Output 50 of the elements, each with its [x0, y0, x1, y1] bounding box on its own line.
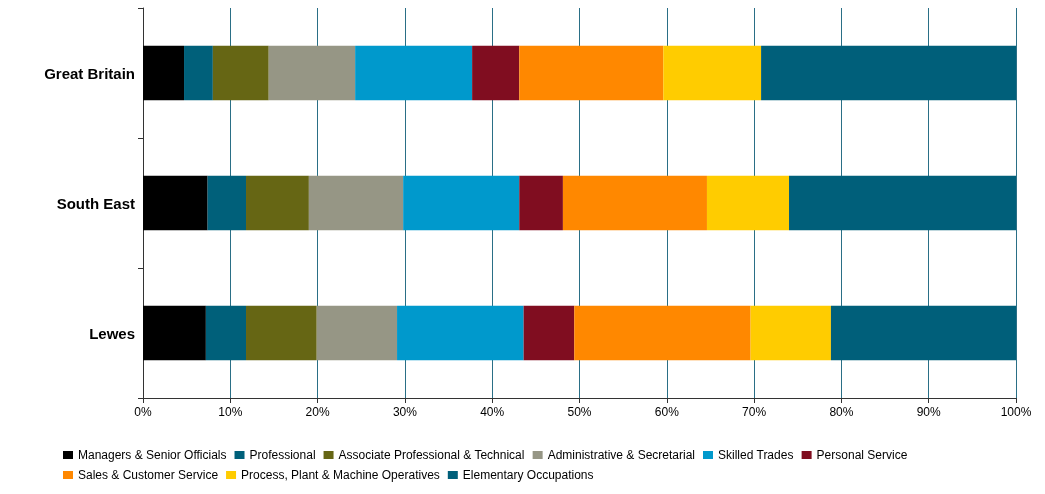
bar: [830, 305, 1016, 361]
x-tick-label: 0%: [134, 405, 152, 419]
bar: [212, 45, 269, 101]
x-tick-label: 70%: [742, 405, 767, 419]
legend-label: Associate Professional & Technical: [338, 448, 525, 462]
x-tick-label: 20%: [305, 405, 330, 419]
bar: [519, 175, 563, 231]
legend-label: Managers & Senior Officials: [78, 448, 227, 462]
y-tick-label: Lewes: [89, 324, 135, 342]
bar: [789, 175, 1016, 231]
bar: [355, 45, 473, 101]
x-tick-label: 80%: [829, 405, 854, 419]
bar: [523, 305, 575, 361]
bar: [403, 175, 520, 231]
bar: [706, 175, 790, 231]
bar: [143, 305, 206, 361]
bar: [205, 305, 247, 361]
bar: [246, 305, 317, 361]
y-tick-label: South East: [56, 194, 135, 212]
legend-label: Professional: [249, 448, 316, 462]
bar: [246, 175, 309, 231]
bar: [143, 175, 208, 231]
bar: [143, 45, 185, 101]
legend-label: Personal Service: [816, 448, 908, 462]
bar: [397, 305, 524, 361]
x-tick-label: 40%: [480, 405, 505, 419]
bar: [519, 45, 664, 101]
bar: [750, 305, 831, 361]
bar: [316, 305, 398, 361]
legend-label: Process, Plant & Machine Operatives: [241, 468, 440, 482]
bar: [761, 45, 1016, 101]
x-tick-label: 10%: [218, 405, 243, 419]
bar: [184, 45, 213, 101]
x-tick-label: 30%: [392, 405, 418, 419]
x-tick-label: 60%: [654, 405, 680, 419]
bar: [574, 305, 751, 361]
bar: [308, 175, 404, 231]
bar: [663, 45, 762, 101]
bar: [472, 45, 520, 101]
x-tick-label: 50%: [567, 405, 592, 419]
y-tick-label: Great Britain: [44, 64, 135, 82]
legend-label: Administrative & Secretarial: [547, 448, 696, 462]
bar: [562, 175, 707, 231]
legend-label: Sales & Customer Service: [78, 468, 219, 482]
x-tick-label: 100%: [1000, 405, 1032, 419]
legend-label: Elementary Occupations: [462, 468, 594, 482]
legend-label: Skilled Trades: [718, 448, 794, 462]
bar: [268, 45, 356, 101]
bar: [207, 175, 247, 231]
x-tick-label: 90%: [916, 405, 942, 419]
